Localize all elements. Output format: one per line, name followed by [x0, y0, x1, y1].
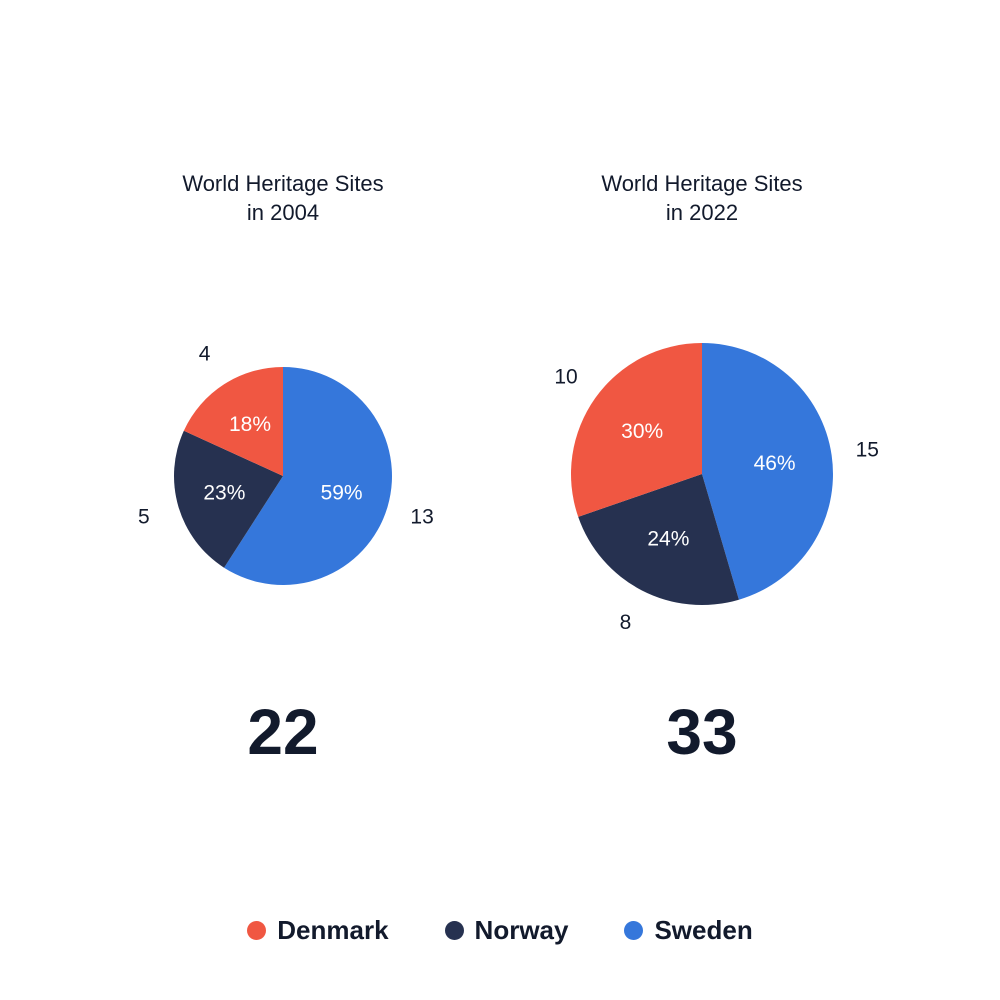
chart-title-2022-line-2: in 2022 — [665, 200, 739, 225]
pie-slice-2004-norway — [173, 430, 283, 568]
chart-title-2004-line-1: World Heritage Sites — [182, 171, 384, 196]
pie-value-label-2022-denmark: 10 — [554, 366, 577, 389]
pie-percent-label-2022-denmark: 30% — [621, 420, 663, 443]
pie-slice-2022-sweden — [702, 343, 833, 600]
legend-item-denmark: Denmark — [247, 914, 389, 946]
pie-value-label-2004-norway: 5 — [138, 505, 150, 528]
pie-percent-label-2004-norway: 23% — [203, 482, 245, 505]
pie-value-label-2022-norway: 8 — [620, 611, 632, 634]
chart-title-2004: World Heritage Sites in 2004 — [123, 169, 443, 227]
chart-title-2022-line-1: World Heritage Sites — [601, 171, 803, 196]
pie-slice-2004-denmark — [183, 367, 283, 476]
legend-item-sweden: Sweden — [624, 914, 753, 946]
legend-swatch-norway — [444, 920, 464, 940]
pie-slice-2022-denmark — [570, 343, 702, 517]
pie-value-label-2004-denmark: 4 — [199, 343, 211, 366]
legend-label-denmark: Denmark — [277, 914, 389, 945]
pie-percent-label-2022-norway: 24% — [647, 528, 689, 551]
pie-slice-2004-sweden — [224, 367, 392, 586]
legend: Denmark Norway Sweden — [0, 910, 1000, 950]
pie-slice-2022-norway — [578, 474, 739, 605]
legend-swatch-sweden — [624, 920, 644, 940]
pie-value-label-2022-sweden: 15 — [856, 439, 879, 462]
legend-label-sweden: Sweden — [654, 914, 753, 945]
legend-swatch-denmark — [247, 920, 267, 940]
chart-title-2022: World Heritage Sites in 2022 — [542, 169, 862, 227]
pie-percent-label-2022-sweden: 46% — [754, 452, 796, 475]
total-2004: 22 — [247, 696, 319, 768]
pie-value-label-2004-sweden: 13 — [410, 505, 433, 528]
legend-item-norway: Norway — [444, 914, 569, 946]
total-2022: 33 — [666, 696, 738, 768]
chart-title-2004-line-2: in 2004 — [246, 200, 320, 225]
legend-label-norway: Norway — [474, 914, 569, 945]
pie-percent-label-2004-denmark: 18% — [229, 413, 271, 436]
pie-percent-label-2004-sweden: 59% — [321, 482, 363, 505]
